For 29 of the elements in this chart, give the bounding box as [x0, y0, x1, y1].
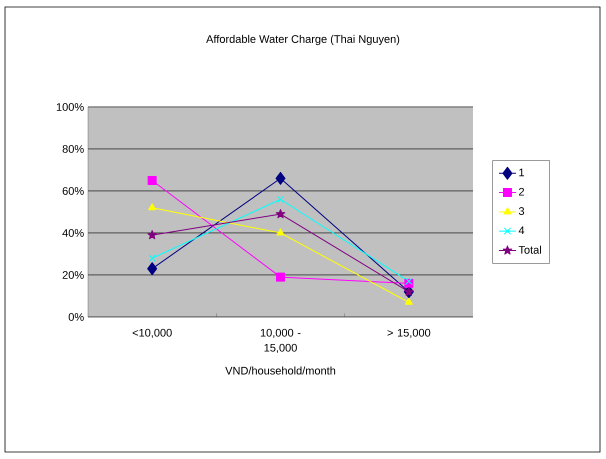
- x-tick-label: > 15,000: [388, 328, 430, 338]
- point: [147, 262, 158, 276]
- legend-label: 2: [519, 188, 524, 196]
- x-tick-label: 10,000 - 15,000: [260, 328, 300, 353]
- point: [148, 254, 156, 262]
- legend-label: 4: [518, 226, 524, 234]
- x-tick-label: <10,000: [132, 328, 172, 338]
- point: [276, 209, 286, 218]
- point: [276, 228, 284, 236]
- legend-label: 1: [519, 168, 524, 176]
- point: [405, 278, 413, 285]
- y-tick-label: 80%: [62, 145, 84, 153]
- y-tick-label: 0%: [68, 313, 84, 321]
- y-tick-label: 60%: [62, 187, 84, 195]
- y-tick-label: 40%: [62, 229, 84, 237]
- legend-label: Total: [518, 246, 541, 254]
- point: [276, 272, 286, 282]
- point: [148, 203, 156, 210]
- point: [404, 286, 414, 296]
- chart-title: Affordable Water Charge (Thai Nguyen): [206, 34, 400, 46]
- point: [276, 172, 286, 185]
- legend-label: 3: [518, 207, 524, 215]
- point: [148, 176, 157, 185]
- point: [147, 230, 157, 240]
- point: [276, 196, 284, 204]
- y-tick-label: 20%: [62, 271, 84, 279]
- point: [404, 298, 413, 305]
- x-axis-title: VND/household/month: [225, 366, 336, 375]
- y-tick-label: 100%: [56, 103, 84, 111]
